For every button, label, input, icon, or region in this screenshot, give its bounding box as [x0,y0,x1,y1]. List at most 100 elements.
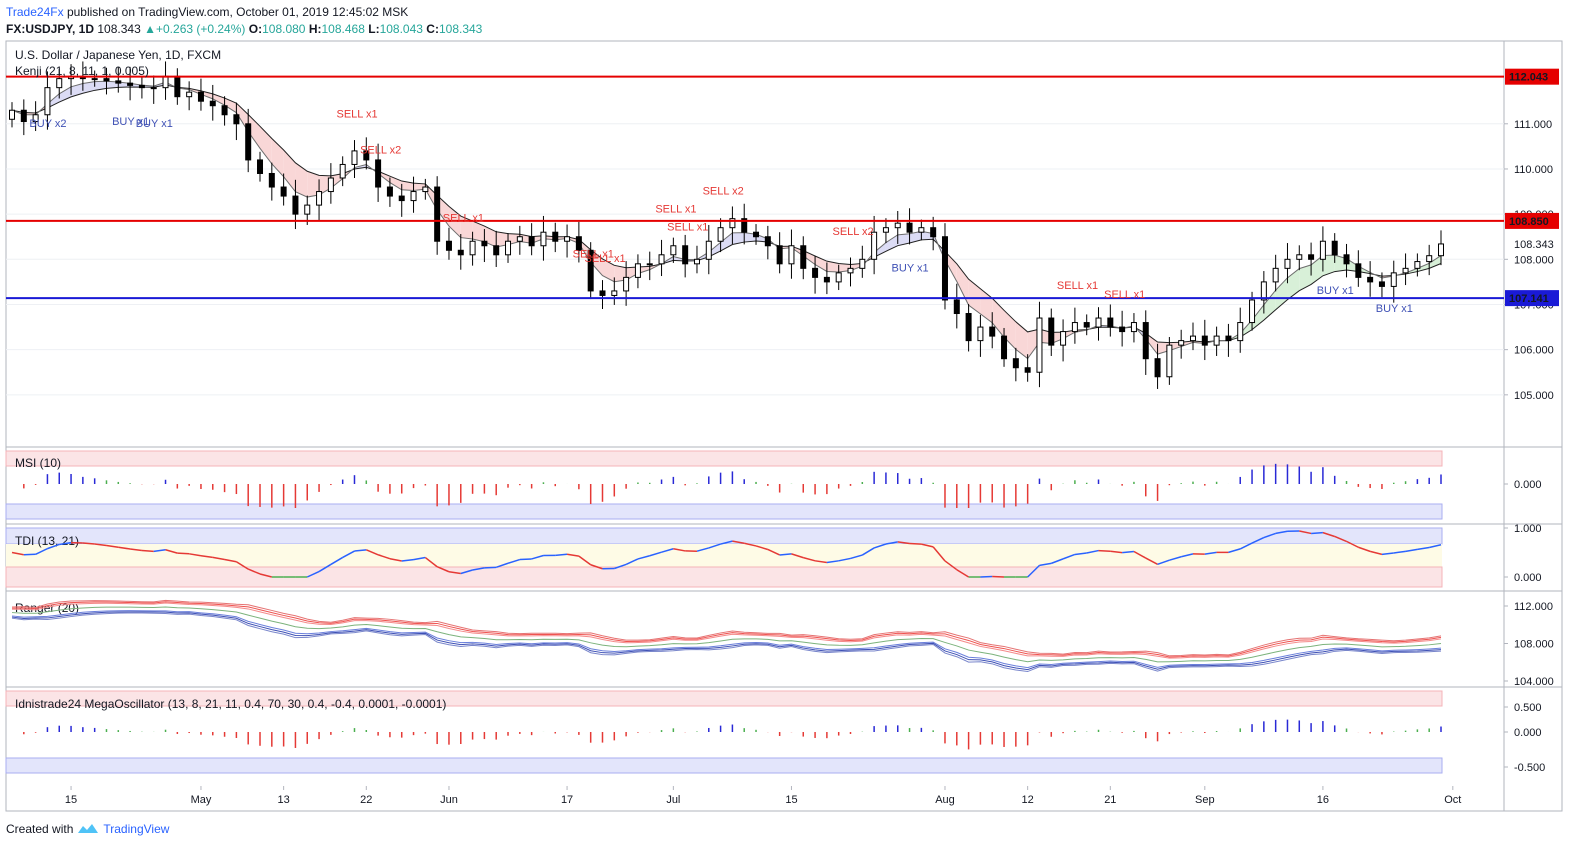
trend-cloud [389,176,402,190]
candle-body [1048,317,1055,346]
trend-cloud [720,232,733,251]
tdi-line-segment [153,548,166,553]
time-axis-label: Oct [1444,794,1461,806]
candle-body [197,91,204,102]
tdi-line-segment [11,551,24,556]
tdi-line-segment [1263,532,1276,539]
tdi-line-segment [1311,531,1323,535]
candle-body [1130,322,1137,333]
tdi-line-segment [318,563,332,573]
trend-cloud [295,162,308,198]
time-axis-label: Jul [666,794,680,806]
trend-cloud [1252,304,1264,330]
tdi-line-segment [259,573,273,578]
tdi-line-segment [1157,559,1170,566]
buy-signal-label: BUY x1 [136,118,173,130]
time-axis-label: May [191,794,212,806]
ranger-band-line [11,602,1442,659]
trend-cloud [248,114,261,149]
candle-body [1213,335,1220,346]
tdi-line-segment [401,558,414,562]
sell-signal-label: SELL x1 [336,109,377,121]
candle-body [1343,254,1350,265]
tdi-line-segment [82,542,95,545]
candle-body [1414,261,1421,269]
candle-body [894,222,901,229]
tradingview-link[interactable]: TradingView [103,822,170,836]
trend-cloud [968,279,981,314]
candle-body [44,87,51,116]
trend-cloud [815,255,827,272]
candle-body [56,78,63,89]
tdi-line-segment [507,558,521,564]
sell-signal-label: SELL x1 [1104,289,1145,301]
candle-body [410,191,417,202]
tdi-line-segment [212,556,225,561]
time-axis-label: Aug [935,794,955,806]
tdi-line-segment [177,552,190,555]
trend-cloud [897,233,910,246]
open-value: 108.080 [262,22,306,36]
tdi-line-segment [377,554,391,560]
tdi-line-segment [224,558,237,563]
tdi-line-segment [755,545,769,551]
tdi-line-segment [130,548,143,552]
candle-body [1272,267,1279,283]
candle-body [1296,254,1303,260]
tdi-line-segment [555,553,568,557]
candle-body [481,240,488,247]
tdi-line-segment [460,569,473,575]
tdi-line-segment [696,547,709,552]
footer: Created with TradingView [6,822,169,836]
tdi-title: TDI (13, 21) [15,534,79,548]
tdi-line-segment [413,556,426,561]
tdi-line-segment [1417,546,1430,551]
candle-body [186,91,193,98]
buy-signal-label: BUY x1 [1317,285,1354,297]
candle-body [268,172,275,188]
tdi-line-segment [35,547,48,555]
candle-body [564,236,571,242]
symbol-label: FX:USDJPY, 1D [6,22,95,36]
candle-body [871,231,878,260]
candle-body [115,80,122,84]
msi-band [5,450,1443,467]
candle-body [658,254,665,265]
time-axis-label: Sep [1195,794,1215,806]
candle-body [457,249,464,256]
author-link[interactable]: Trade24Fx [6,5,64,19]
candle-body [1319,240,1326,260]
candle-body [812,267,819,278]
trend-cloud [1287,268,1300,300]
tdi-line-segment [803,556,816,562]
candle-body [1119,326,1126,333]
tdi-line-segment [708,543,721,549]
price-axis-label: 110.000 [1514,164,1553,176]
low-label: L: [368,22,380,36]
trend-cloud [1299,264,1312,291]
time-axis-label: 15 [785,794,797,806]
tdi-line-segment [1393,550,1406,554]
buy-signal-label: BUY x2 [29,118,66,130]
candle-body [977,326,984,342]
ranger-band-line [11,612,1442,673]
candle-body [1390,272,1397,287]
time-axis-label: 16 [1317,794,1329,806]
buy-signal-label: BUY x1 [892,263,929,275]
buy-signal-label: BUY x1 [1376,303,1413,315]
candle-body [906,222,913,233]
tdi-line-segment [873,543,887,549]
candle-body [445,240,452,251]
candle-body [599,290,606,296]
candle-body [91,78,98,81]
candle-body [1237,322,1244,342]
candle-body [670,245,677,256]
price-axis-label: 106.000 [1514,345,1554,357]
candle-body [1189,335,1196,342]
tdi-line-segment [389,557,402,562]
candle-body [800,245,807,269]
price-axis-label: 111.000 [1514,119,1552,131]
tdi-line-segment [1429,544,1442,549]
chart-canvas[interactable]: 111.000110.000109.000108.000107.000106.0… [0,40,1572,818]
candle-body [516,236,523,242]
